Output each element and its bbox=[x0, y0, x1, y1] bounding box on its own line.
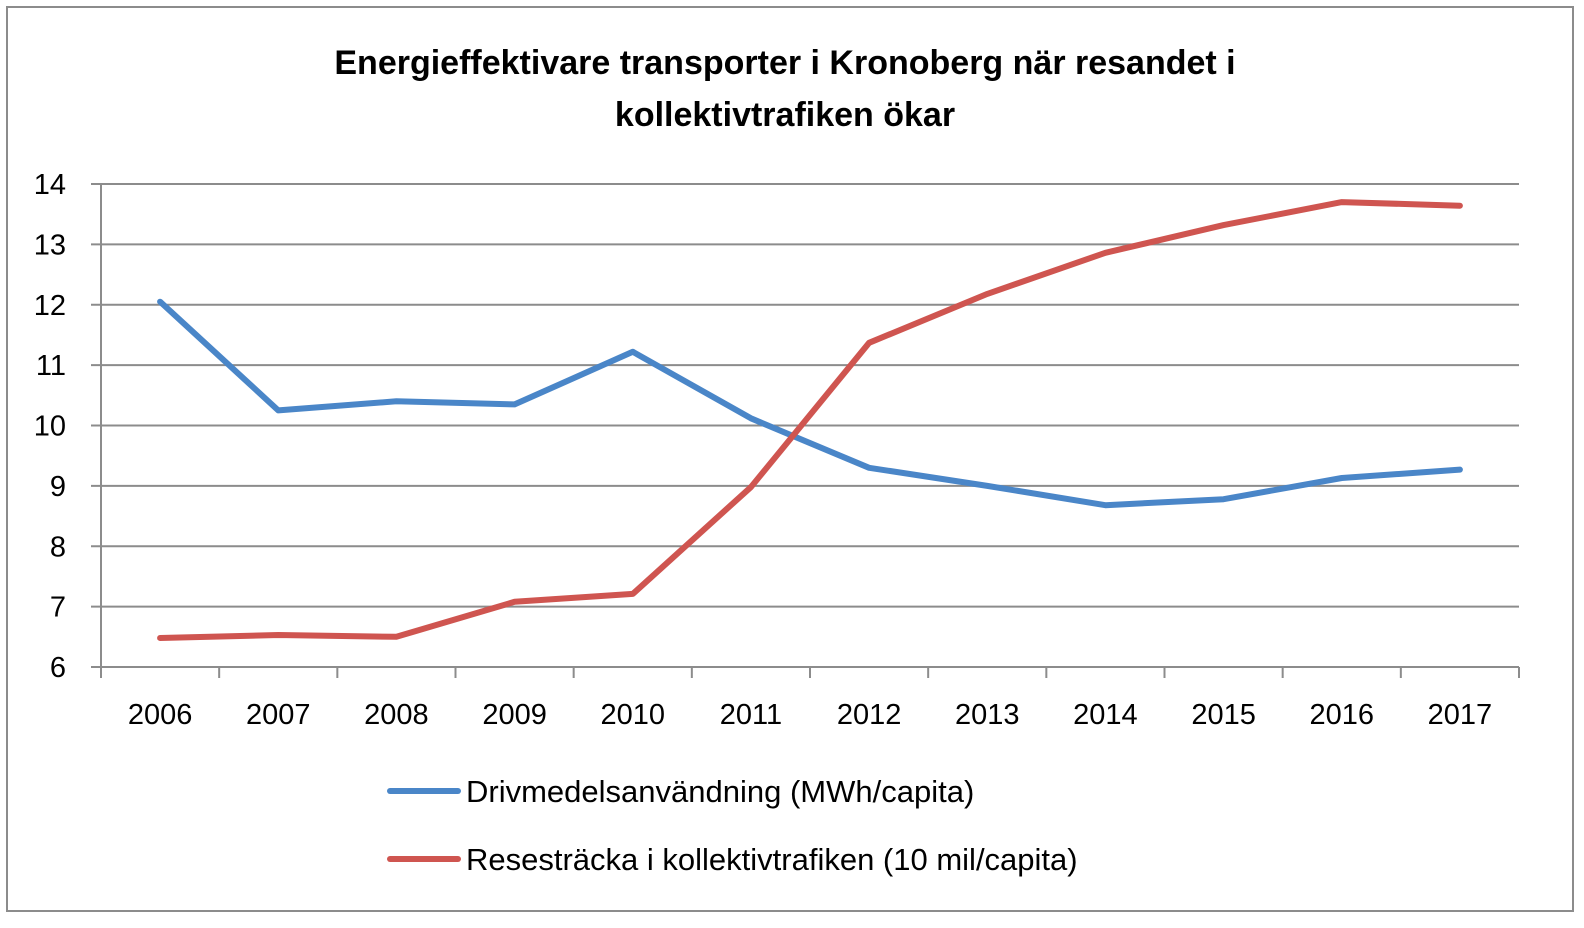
y-tick-label-14: 14 bbox=[34, 169, 66, 201]
y-tick-label-6: 6 bbox=[50, 652, 66, 684]
y-tick-label-8: 8 bbox=[50, 531, 66, 563]
y-tick-label-7: 7 bbox=[50, 592, 66, 624]
legend: Drivmedelsanvändning (MWh/capita) Resest… bbox=[387, 774, 1078, 877]
x-tick-label-2012: 2012 bbox=[837, 699, 902, 731]
legend-item-fuel-use[interactable]: Drivmedelsanvändning (MWh/capita) bbox=[387, 774, 974, 809]
legend-label-travel-distance: Resesträcka i kollektivtrafiken (10 mil/… bbox=[466, 842, 1078, 877]
x-axis-ticks: 2006 2007 2008 2009 2010 2011 2012 2013 2014 2015… bbox=[100, 667, 1520, 731]
y-axis-ticks: 6 7 8 9 10 11 12 13 14 bbox=[34, 169, 101, 684]
x-tick-label-2013: 2013 bbox=[955, 699, 1020, 731]
x-tick-label-2014: 2014 bbox=[1073, 699, 1138, 731]
chart-title-line-1: Energieffektivare transporter i Kronober… bbox=[334, 44, 1235, 82]
chart-title-line-2: kollektivtrafiken ökar bbox=[615, 96, 955, 134]
y-tick-label-9: 9 bbox=[50, 471, 66, 503]
chart-title: Energieffektivare transporter i Kronober… bbox=[334, 44, 1235, 134]
x-tick-label-2009: 2009 bbox=[482, 699, 547, 731]
x-tick-label-2006: 2006 bbox=[128, 699, 193, 731]
x-tick-label-2008: 2008 bbox=[364, 699, 429, 731]
series-line-travel-distance bbox=[157, 199, 1463, 641]
axes bbox=[100, 184, 1519, 677]
legend-item-travel-distance[interactable]: Resesträcka i kollektivtrafiken (10 mil/… bbox=[387, 842, 1078, 877]
x-tick-label-2015: 2015 bbox=[1191, 699, 1256, 731]
series-line-fuel-use bbox=[157, 298, 1463, 509]
x-tick-label-2011: 2011 bbox=[720, 699, 782, 731]
x-tick-label-2016: 2016 bbox=[1309, 699, 1374, 731]
x-tick-label-2007: 2007 bbox=[246, 699, 311, 731]
series-lines bbox=[157, 199, 1463, 641]
y-tick-label-12: 12 bbox=[34, 290, 66, 322]
x-tick-label-2010: 2010 bbox=[600, 699, 665, 731]
y-tick-label-10: 10 bbox=[34, 411, 66, 443]
y-tick-label-11: 11 bbox=[36, 350, 66, 382]
chart-frame bbox=[6, 6, 1574, 912]
y-tick-label-13: 13 bbox=[34, 229, 66, 261]
x-tick-label-2017: 2017 bbox=[1428, 699, 1493, 731]
gridlines bbox=[101, 183, 1519, 608]
legend-label-fuel-use: Drivmedelsanvändning (MWh/capita) bbox=[466, 774, 974, 809]
